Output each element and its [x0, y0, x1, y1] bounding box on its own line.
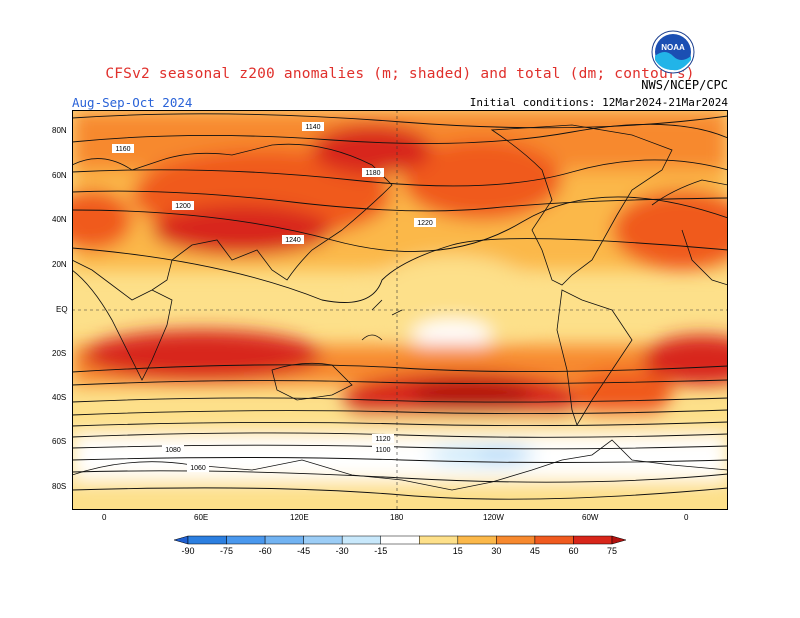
colorbar-label: -30 — [336, 546, 349, 556]
colorbar-swatch — [264, 535, 304, 545]
contour-label-1220: 1220 — [414, 218, 436, 227]
lon-label: 120E — [290, 513, 309, 522]
contour-labels: 1140 1160 1180 1200 1220 1240 1120 1100 … — [112, 122, 436, 472]
chart-title: CFSv2 seasonal z200 anomalies (m; shaded… — [105, 66, 695, 82]
colorbar-swatch — [341, 535, 381, 545]
colorbar-label: -60 — [259, 546, 272, 556]
colorbar-label: -75 — [220, 546, 233, 556]
svg-text:1120: 1120 — [375, 436, 390, 443]
colorbar-swatch — [419, 535, 459, 545]
lat-label: 80S — [52, 482, 67, 491]
svg-text:1060: 1060 — [190, 465, 206, 472]
initial-conditions: Initial conditions: 12Mar2024-21Mar2024 — [469, 96, 728, 109]
lon-label: 180 — [390, 513, 404, 522]
lat-label: 80N — [52, 126, 67, 135]
colorbar-swatch — [457, 535, 497, 545]
svg-text:1140: 1140 — [305, 124, 320, 131]
lon-label: 0 — [684, 513, 689, 522]
svg-text:1080: 1080 — [165, 447, 181, 454]
colorbar: -90-75-60-45-30-15153045607590 — [173, 535, 627, 556]
contour-label-1240: 1240 — [282, 235, 304, 244]
colorbar-label: 30 — [491, 546, 501, 556]
colorbar-label: 45 — [530, 546, 540, 556]
map-frame — [72, 110, 728, 510]
colorbar-label: 15 — [453, 546, 463, 556]
contour-label-1160: 1160 — [112, 144, 134, 153]
contour-label-1060: 1060 — [187, 463, 209, 472]
forecast-period: Aug-Sep-Oct 2024 — [72, 95, 193, 110]
colorbar-swatch — [573, 535, 613, 545]
lon-label: 60W — [582, 513, 599, 522]
svg-text:1100: 1100 — [375, 447, 390, 454]
colorbar-swatch — [187, 535, 227, 545]
colorbar-label: 60 — [568, 546, 578, 556]
svg-text:1200: 1200 — [175, 203, 191, 210]
lat-label: 40N — [52, 215, 67, 224]
contour-label-1140: 1140 — [302, 122, 324, 131]
colorbar-swatch — [611, 535, 627, 545]
contour-label-1100: 1100 — [372, 445, 394, 454]
colorbar-label: -90 — [181, 546, 194, 556]
colorbar-label: -45 — [297, 546, 310, 556]
noaa-logo-icon: NOAA — [651, 30, 695, 74]
colorbar-swatch — [380, 535, 420, 545]
lat-label: 20N — [52, 260, 67, 269]
contour-label-1080: 1080 — [162, 445, 184, 454]
lat-label: 60N — [52, 171, 67, 180]
contour-label-1200: 1200 — [172, 201, 194, 210]
lon-label: 120W — [483, 513, 504, 522]
agency-label: NWS/NCEP/CPC — [641, 78, 728, 92]
lat-label: EQ — [56, 305, 68, 314]
colorbar-swatch — [173, 535, 189, 545]
colorbar-swatch — [303, 535, 343, 545]
svg-text:1240: 1240 — [285, 237, 301, 244]
svg-text:1160: 1160 — [115, 146, 130, 153]
lat-label: 20S — [52, 349, 67, 358]
lat-label: 60S — [52, 437, 67, 446]
lon-label: 0 — [102, 513, 107, 522]
contour-label-1180: 1180 — [362, 168, 384, 177]
graticule — [72, 110, 728, 510]
colorbar-swatch — [534, 535, 574, 545]
anomaly-map: 1140 1160 1180 1200 1220 1240 1120 1100 … — [72, 110, 728, 510]
contour-label-1120: 1120 — [372, 434, 394, 443]
svg-text:1220: 1220 — [417, 220, 433, 227]
colorbar-swatch — [496, 535, 536, 545]
noaa-logo-text: NOAA — [661, 43, 685, 52]
colorbar-swatch — [226, 535, 266, 545]
lon-label: 60E — [194, 513, 209, 522]
svg-text:1180: 1180 — [365, 170, 380, 177]
lat-label: 40S — [52, 393, 67, 402]
colorbar-label: -15 — [374, 546, 387, 556]
colorbar-label: 75 — [607, 546, 617, 556]
